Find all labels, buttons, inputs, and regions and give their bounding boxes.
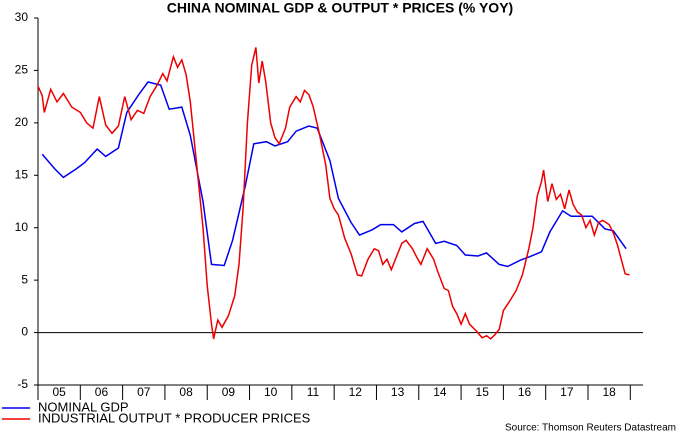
legend-label: NOMINAL GDP xyxy=(38,399,129,414)
x-tick-label: 12 xyxy=(349,385,363,399)
y-tick-label: 5 xyxy=(21,272,28,286)
x-tick-label: 16 xyxy=(518,385,532,399)
x-tick-label: 11 xyxy=(307,385,320,399)
y-tick-label: 20 xyxy=(15,115,29,129)
source: Source: Thomson Reuters Datastream xyxy=(505,423,676,434)
series-line xyxy=(41,81,627,268)
x-tick-label: 07 xyxy=(137,385,151,399)
series-line xyxy=(37,47,630,340)
x-tick-label: 14 xyxy=(433,385,447,399)
chart-title: CHINA NOMINAL GDP & OUTPUT * PRICES (% Y… xyxy=(167,0,513,16)
x-tick-label: 15 xyxy=(476,385,490,399)
x-tick-label: 10 xyxy=(264,385,278,399)
y-tick-label: -5 xyxy=(17,377,28,391)
x-tick-label: 09 xyxy=(222,385,236,399)
y-tick-label: 15 xyxy=(15,167,29,181)
x-tick-label: 06 xyxy=(95,385,109,399)
legend-label: INDUSTRIAL OUTPUT * PRODUCER PRICES xyxy=(38,410,311,425)
y-tick-label: 10 xyxy=(15,220,29,234)
y-tick-label: 25 xyxy=(15,63,29,77)
x-tick-label: 08 xyxy=(179,385,193,399)
y-tick-label: 0 xyxy=(21,325,28,339)
x-tick-label: 13 xyxy=(391,385,405,399)
x-tick-label: 17 xyxy=(560,385,574,399)
x-tick-label: 05 xyxy=(52,385,66,399)
y-tick-label: 30 xyxy=(15,10,29,24)
x-tick-label: 18 xyxy=(602,385,616,399)
